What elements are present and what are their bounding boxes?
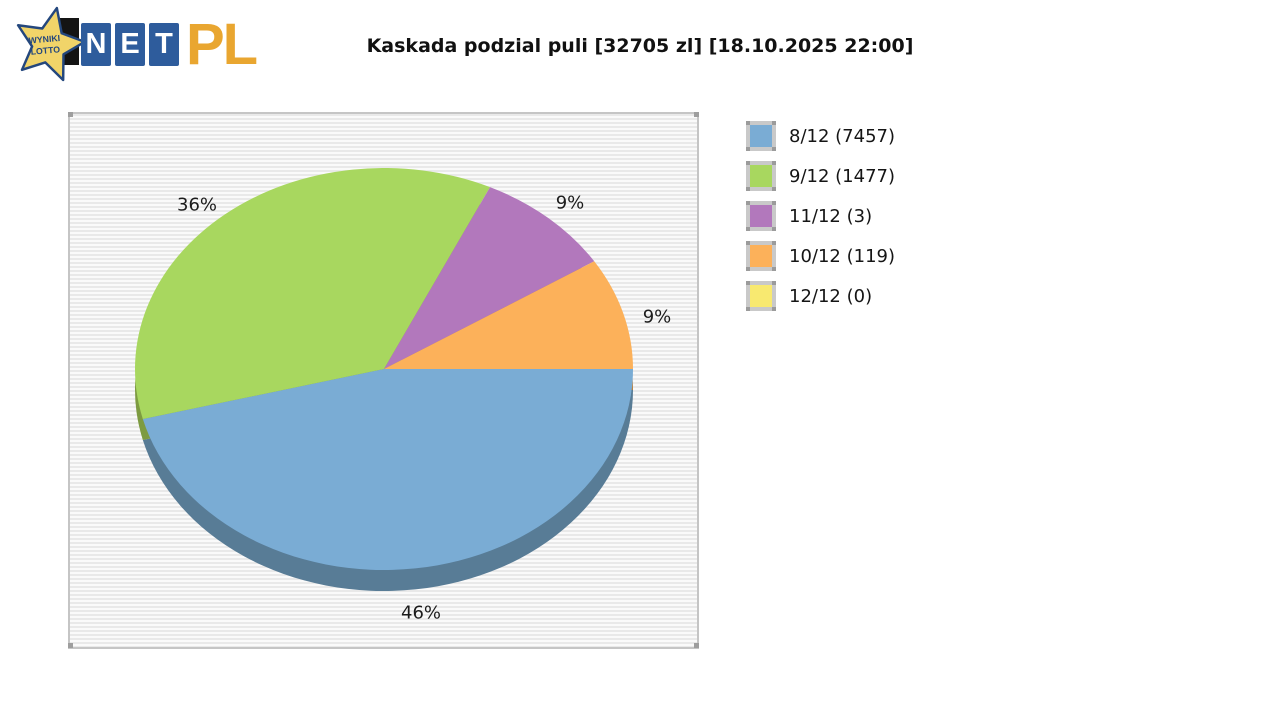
logo-letter-e: E xyxy=(120,28,140,60)
chart-panel: 36% 9% 9% 46% xyxy=(68,112,699,649)
legend-swatch-9-12 xyxy=(746,161,776,191)
pie-slice-11/12 xyxy=(384,187,595,369)
legend-row: 9/12 (1477) xyxy=(746,161,895,191)
legend-label-8-12: 8/12 (7457) xyxy=(789,125,895,147)
legend-label-12-12: 12/12 (0) xyxy=(789,285,873,307)
logo-letter-box-t: T xyxy=(149,23,179,66)
legend-row: 12/12 (0) xyxy=(746,281,895,311)
pie-chart xyxy=(134,167,633,592)
legend-swatch-8-12 xyxy=(746,121,776,151)
chart-legend: 8/12 (7457) 9/12 (1477) 11/12 (3) 10/12 … xyxy=(746,121,895,321)
legend-label-11-12: 11/12 (3) xyxy=(789,205,873,227)
logo-letter-t: T xyxy=(155,28,173,60)
legend-swatch-10-12 xyxy=(746,241,776,271)
lotto-star-icon: WYNIKI LOTTO xyxy=(16,6,86,82)
legend-label-9-12: 9/12 (1477) xyxy=(789,165,895,187)
pie-percent-label-8-12: 46% xyxy=(400,602,442,624)
pie-percent-label-11-12: 9% xyxy=(555,192,585,214)
legend-swatch-12-12 xyxy=(746,281,776,311)
pie-slice-9/12 xyxy=(134,167,491,419)
pie-slice-8/12 xyxy=(142,369,633,571)
pie-percent-label-9-12: 36% xyxy=(176,194,218,216)
pie-slice-10/12 xyxy=(384,261,633,369)
star-text-line2: LOTTO xyxy=(30,44,60,57)
logo-letter-box-e: E xyxy=(115,23,145,66)
legend-label-10-12: 10/12 (119) xyxy=(789,245,895,267)
star-text-line1: WYNIKI xyxy=(28,33,60,46)
legend-row: 10/12 (119) xyxy=(746,241,895,271)
logo-letter-n: N xyxy=(85,28,107,60)
legend-swatch-11-12 xyxy=(746,201,776,231)
logo-suffix-pl: PL xyxy=(186,12,258,77)
pie-percent-label-10-12: 9% xyxy=(642,306,672,328)
page-title: Kaskada podzial puli [32705 zl] [18.10.2… xyxy=(366,35,914,57)
site-logo[interactable]: WYNIKI LOTTO N E T PL xyxy=(0,0,280,95)
logo-letter-box-n: N xyxy=(81,23,111,66)
legend-row: 8/12 (7457) xyxy=(746,121,895,151)
legend-row: 11/12 (3) xyxy=(746,201,895,231)
